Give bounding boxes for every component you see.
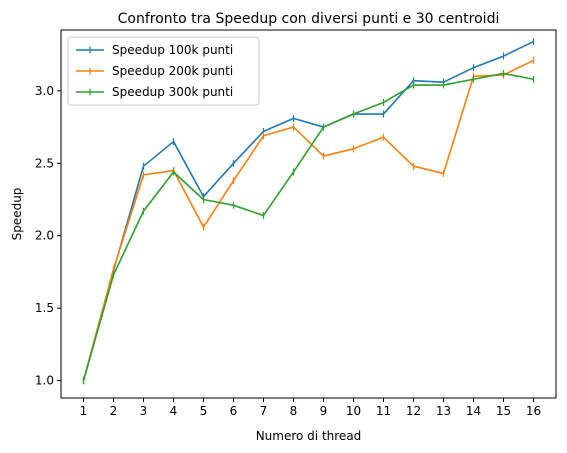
x-tick-label: 3 [140, 404, 148, 418]
legend-item: Speedup 200k punti [76, 64, 233, 78]
legend-label: Speedup 100k punti [112, 43, 233, 57]
legend-item: Speedup 300k punti [76, 85, 233, 99]
series-line [82, 40, 534, 381]
x-tick-label: 12 [406, 404, 421, 418]
x-tick-label: 11 [376, 404, 391, 418]
x-tick-label: 4 [170, 404, 178, 418]
x-tick-label: 14 [466, 404, 481, 418]
legend: Speedup 100k punti Speedup 200k punti Spee… [67, 36, 260, 106]
x-tick-label: 13 [436, 404, 451, 418]
x-tick-label: 6 [230, 404, 238, 418]
series-group [82, 56, 535, 385]
y-tick-label: 2.0 [35, 229, 54, 243]
plot-frame [60, 29, 557, 399]
x-tick-label: 15 [496, 404, 511, 418]
x-tick-label: 9 [320, 404, 328, 418]
series-line [82, 72, 534, 381]
legend-label: Speedup 200k punti [112, 64, 233, 78]
series-line [82, 59, 534, 381]
x-axis-label: Numero di thread [256, 429, 362, 443]
y-tick-label: 1.0 [35, 374, 54, 388]
y-tick-label: 3.0 [35, 84, 54, 98]
x-axis-ticks: 1 2 3 4 5 6 7 8 9 10 11 12 13 14 15 16 [80, 398, 541, 418]
legend-box [67, 36, 260, 106]
x-tick-label: 8 [290, 404, 298, 418]
legend-label: Speedup 300k punti [112, 85, 233, 99]
x-tick-label: 16 [526, 404, 541, 418]
plot-marks [82, 38, 535, 385]
series-group [82, 69, 535, 385]
y-axis-ticks: 1.0 1.5 2.0 2.5 3.0 [35, 84, 61, 388]
x-tick-label: 5 [200, 404, 208, 418]
x-tick-label: 7 [260, 404, 268, 418]
y-tick-label: 1.5 [35, 301, 54, 315]
x-tick-label: 10 [346, 404, 361, 418]
legend-item: Speedup 100k punti [76, 43, 233, 57]
chart-title: Confronto tra Speedup con diversi punti … [118, 11, 500, 27]
y-axis-label: Speedup [10, 188, 24, 241]
x-tick-label: 2 [110, 404, 118, 418]
x-tick-label: 1 [80, 404, 88, 418]
y-tick-label: 2.5 [35, 156, 54, 170]
